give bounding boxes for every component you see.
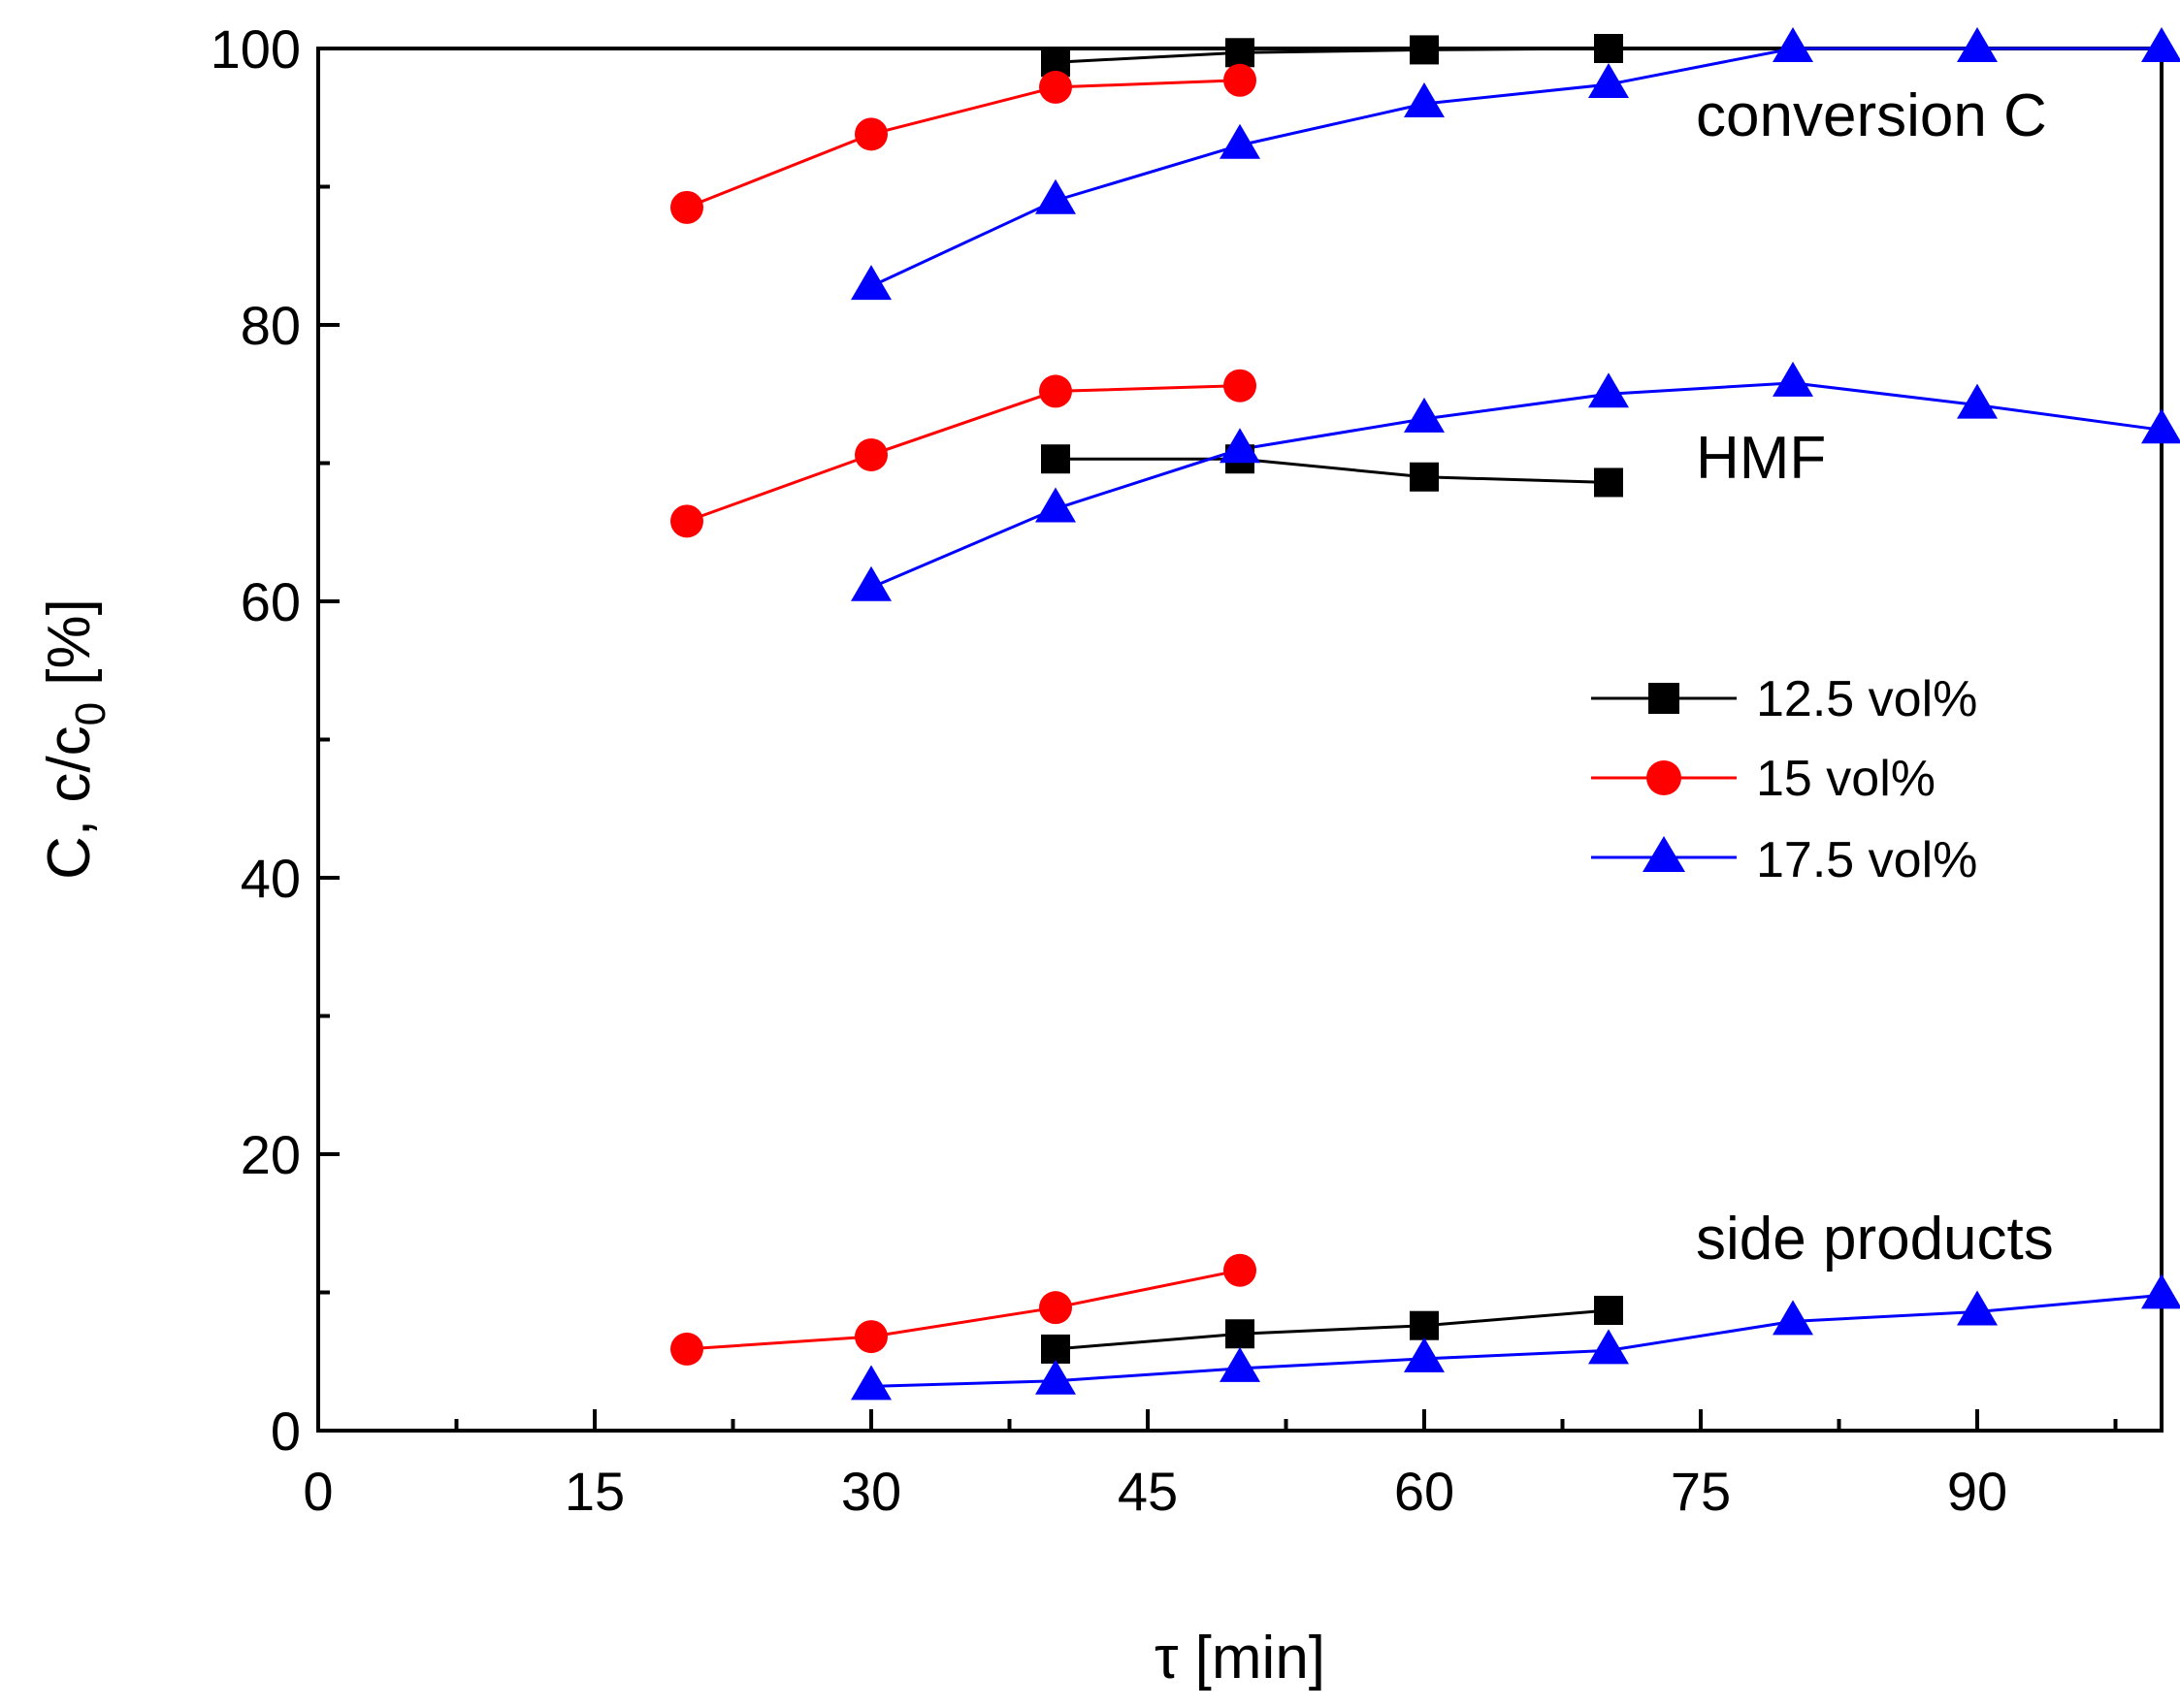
data-point-0-conversion-C	[1594, 34, 1623, 63]
data-point-1-conversion-C	[670, 190, 703, 224]
data-point-0-side-products	[1410, 1310, 1439, 1340]
data-point-0-side-products	[1041, 1334, 1070, 1364]
data-point-1-side-products	[1039, 1291, 1072, 1325]
series-line-2-side-products	[870, 1293, 2163, 1388]
data-point-2-side-products	[2141, 1273, 2180, 1309]
data-point-2-HMF	[1220, 428, 1260, 464]
data-point-0-HMF	[1410, 462, 1439, 492]
legend-marker-12-5	[1648, 683, 1679, 714]
series-line-0-side-products	[1055, 1308, 1610, 1351]
data-point-2-side-products	[1035, 1359, 1076, 1395]
data-point-2-HMF	[1957, 383, 1998, 419]
data-point-2-conversion-C	[1404, 82, 1445, 117]
series-line-1-HMF	[686, 384, 1241, 523]
data-point-1-side-products	[670, 1332, 703, 1366]
data-point-2-HMF	[1588, 372, 1629, 408]
data-point-2-conversion-C	[1957, 27, 1998, 62]
x-tick-label: 75	[1671, 1461, 1731, 1522]
y-axis-title-subscript: 0	[67, 702, 114, 725]
x-tick-label: 30	[841, 1461, 901, 1522]
series-line-2-conversion-C	[870, 47, 2162, 288]
data-point-0-conversion-C	[1225, 38, 1254, 68]
y-tick-label: 0	[271, 1401, 301, 1462]
data-point-1-side-products	[855, 1320, 888, 1354]
data-point-1-side-products	[1223, 1253, 1256, 1287]
data-point-2-side-products	[1957, 1290, 1998, 1326]
x-tick-label: 45	[1118, 1461, 1178, 1522]
legend: 12.5 vol% 15 vol% 17.5 vol%	[1591, 671, 1977, 888]
y-axis-title: C, c/c0 [%]	[36, 598, 114, 880]
series-line-1-conversion-C	[686, 79, 1241, 209]
data-point-2-conversion-C	[851, 265, 892, 301]
x-tick-label: 0	[303, 1461, 333, 1522]
data-point-1-HMF	[1223, 369, 1256, 403]
data-point-1-conversion-C	[1223, 63, 1256, 97]
data-point-0-HMF	[1041, 444, 1070, 474]
data-point-2-conversion-C	[1588, 63, 1629, 99]
y-axis-title-main: C, c/c	[36, 725, 103, 879]
annotation-side-products: side products	[1696, 1206, 2054, 1273]
data-point-2-HMF	[1773, 361, 1813, 397]
plot-area	[316, 47, 2164, 1433]
y-tick-label: 60	[241, 571, 301, 632]
x-axis-title: τ [min]	[1155, 1625, 1325, 1692]
legend-marker-17-5	[1643, 836, 1685, 872]
y-tick-label: 40	[241, 848, 301, 909]
data-point-2-side-products	[1588, 1329, 1629, 1365]
data-point-0-side-products	[1594, 1296, 1623, 1326]
data-point-1-HMF	[670, 504, 703, 538]
series-layer	[670, 27, 2180, 1401]
annotation-hmf: HMF	[1696, 425, 1826, 492]
data-point-2-conversion-C	[1220, 123, 1260, 159]
data-point-2-side-products	[1220, 1346, 1260, 1382]
series-line-0-conversion-C	[1055, 47, 1610, 64]
legend-label-12-5: 12.5 vol%	[1756, 671, 1977, 727]
x-tick-label: 90	[1947, 1461, 2007, 1522]
data-point-2-side-products	[1404, 1337, 1445, 1372]
data-point-0-HMF	[1594, 467, 1623, 498]
data-point-0-side-products	[1225, 1319, 1254, 1349]
data-point-2-HMF	[1035, 487, 1076, 523]
data-point-0-conversion-C	[1410, 35, 1439, 65]
data-point-2-conversion-C	[1773, 27, 1813, 62]
x-tick-label: 15	[565, 1461, 625, 1522]
y-tick-label: 100	[211, 18, 301, 80]
svg-text:C, c/c0 [%]: C, c/c0 [%]	[36, 598, 114, 880]
data-point-2-HMF	[851, 565, 892, 601]
data-point-2-side-products	[1773, 1300, 1813, 1336]
series-line-1-side-products	[686, 1269, 1241, 1351]
series-line-0-HMF	[1056, 457, 1610, 484]
axis-ticks: 0 15 30 45 60 75 90 0 20 40 60 80 100	[211, 18, 2118, 1522]
y-tick-label: 80	[241, 295, 301, 356]
legend-label-15: 15 vol%	[1756, 751, 1936, 807]
x-tick-label: 60	[1394, 1461, 1454, 1522]
data-point-1-HMF	[855, 437, 888, 471]
data-point-1-conversion-C	[855, 117, 888, 151]
series-line-2-HMF	[870, 381, 2163, 590]
data-point-1-conversion-C	[1039, 70, 1072, 104]
data-point-2-conversion-C	[2141, 27, 2180, 62]
data-point-2-side-products	[851, 1365, 892, 1401]
y-tick-label: 20	[241, 1124, 301, 1185]
legend-label-17-5: 17.5 vol%	[1756, 832, 1977, 888]
y-axis-title-unit: [%]	[36, 598, 103, 702]
annotation-conversion: conversion C	[1696, 82, 2047, 149]
legend-marker-15	[1646, 760, 1681, 795]
data-point-2-conversion-C	[1035, 178, 1076, 214]
data-point-1-HMF	[1039, 374, 1072, 408]
data-point-2-HMF	[1404, 397, 1445, 433]
data-point-2-HMF	[2141, 408, 2180, 444]
